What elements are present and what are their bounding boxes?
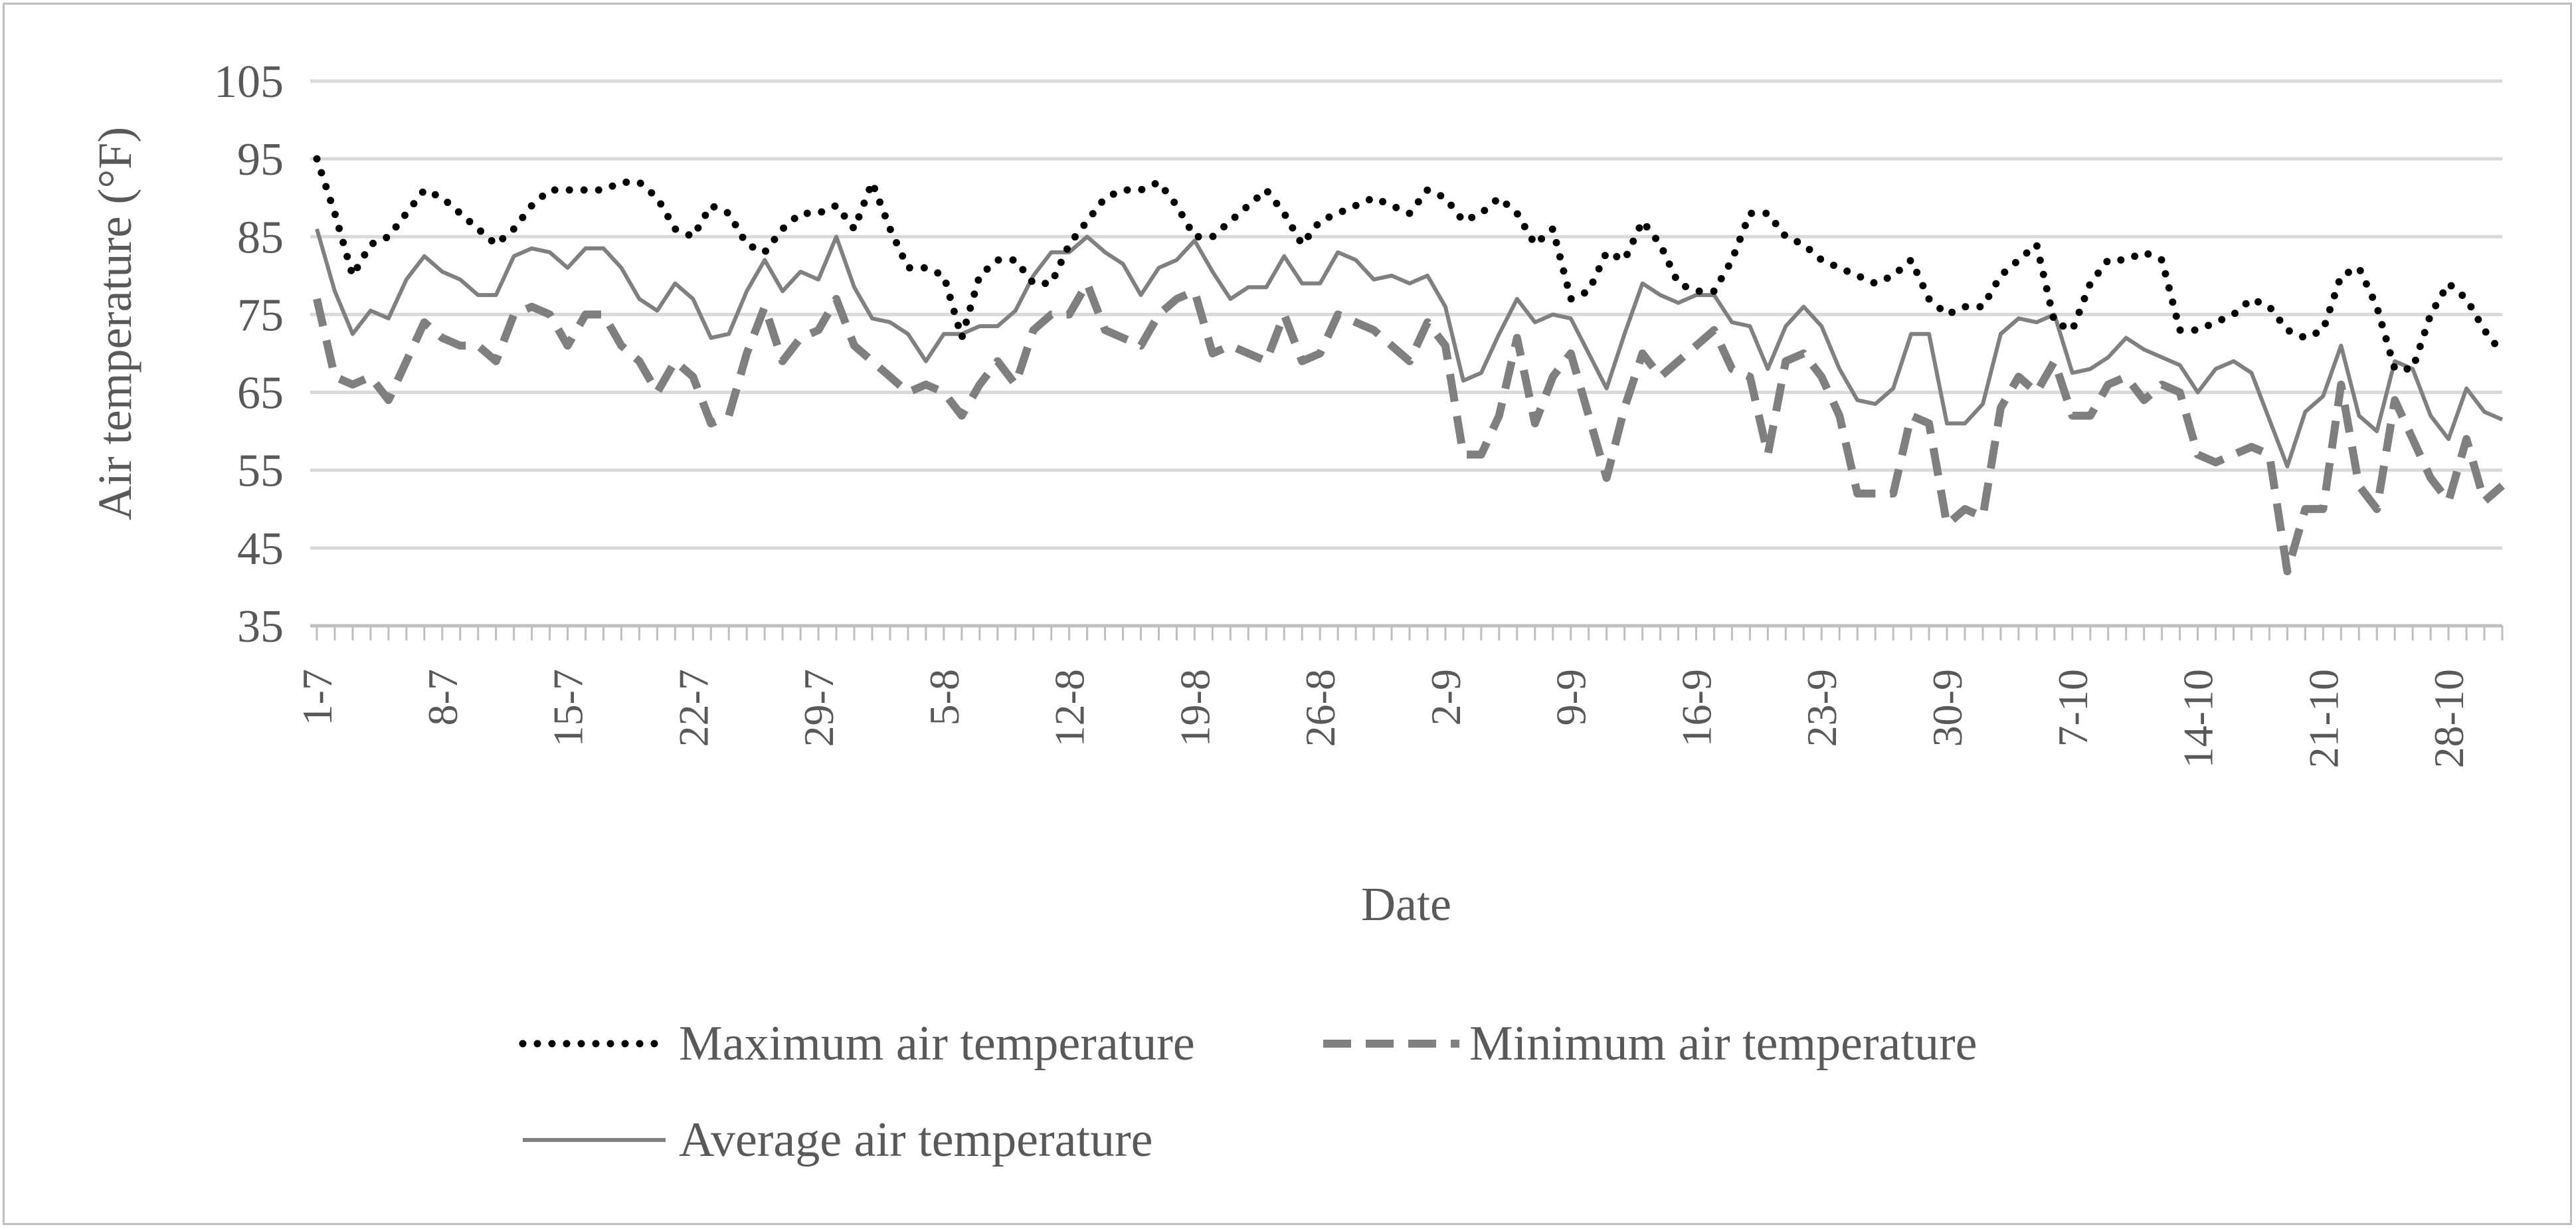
x-tick-label: 7-10	[2049, 669, 2096, 747]
series-line-dotted	[313, 155, 2506, 373]
y-tick-label: 35	[237, 601, 284, 652]
x-tick-label: 30-9	[1924, 669, 1971, 747]
y-tick-label: 85	[237, 212, 284, 263]
legend-label: Average air temperature	[679, 1113, 1153, 1167]
x-tick-label: 16-9	[1673, 669, 1720, 747]
x-tick-label: 14-10	[2175, 669, 2222, 768]
x-tick-label: 21-10	[2300, 669, 2347, 768]
y-tick-label: 105	[214, 56, 284, 108]
x-tick-label: 22-7	[670, 669, 717, 747]
y-axis-title: Air temperature (°F)	[88, 127, 141, 521]
y-tick-label: 55	[237, 446, 284, 497]
line-chart: 35 45 55 65 75 85 95 105 1-7 8-7 15-7 22-7 29-7 5-8 12…	[88, 56, 2506, 1167]
x-tick-label: 28-10	[2425, 669, 2472, 768]
axis-labels: 35 45 55 65 75 85 95 105 1-7 8-7 15-7 22-7 29-7 5-8 12…	[214, 56, 2472, 768]
x-tick-label: 26-8	[1297, 669, 1344, 747]
legend-label: Maximum air temperature	[679, 1016, 1195, 1071]
chart-frame: 35 45 55 65 75 85 95 105 1-7 8-7 15-7 22-7 29-7 5-8 12…	[3, 3, 2572, 1225]
x-tick-label: 8-7	[419, 669, 466, 725]
gridlines	[310, 79, 2502, 550]
x-tick-label: 12-8	[1046, 669, 1093, 747]
x-tick-label: 15-7	[545, 669, 592, 747]
y-tick-label: 95	[237, 134, 284, 185]
y-tick-label: 45	[237, 523, 284, 575]
x-tick-label: 23-9	[1798, 669, 1845, 747]
series-lines	[313, 155, 2506, 575]
legend-label: Minimum air temperature	[1469, 1016, 1977, 1071]
x-tick-label: 2-9	[1422, 669, 1469, 725]
series-line-solid	[315, 228, 2504, 468]
x-tick-label: 9-9	[1548, 669, 1595, 725]
x-axis-title: Date	[1361, 878, 1451, 931]
x-tick-label: 29-7	[795, 669, 842, 747]
y-tick-label: 65	[237, 368, 284, 419]
x-tick-label: 1-7	[294, 669, 341, 725]
y-tick-label: 75	[237, 290, 284, 341]
axes	[310, 624, 2504, 640]
series-line-dashed	[313, 279, 2505, 575]
legend: Maximum air temperature Minimum air tempe…	[519, 1016, 1977, 1167]
x-tick-label: 5-8	[921, 669, 968, 725]
x-tick-label: 19-8	[1171, 669, 1218, 747]
